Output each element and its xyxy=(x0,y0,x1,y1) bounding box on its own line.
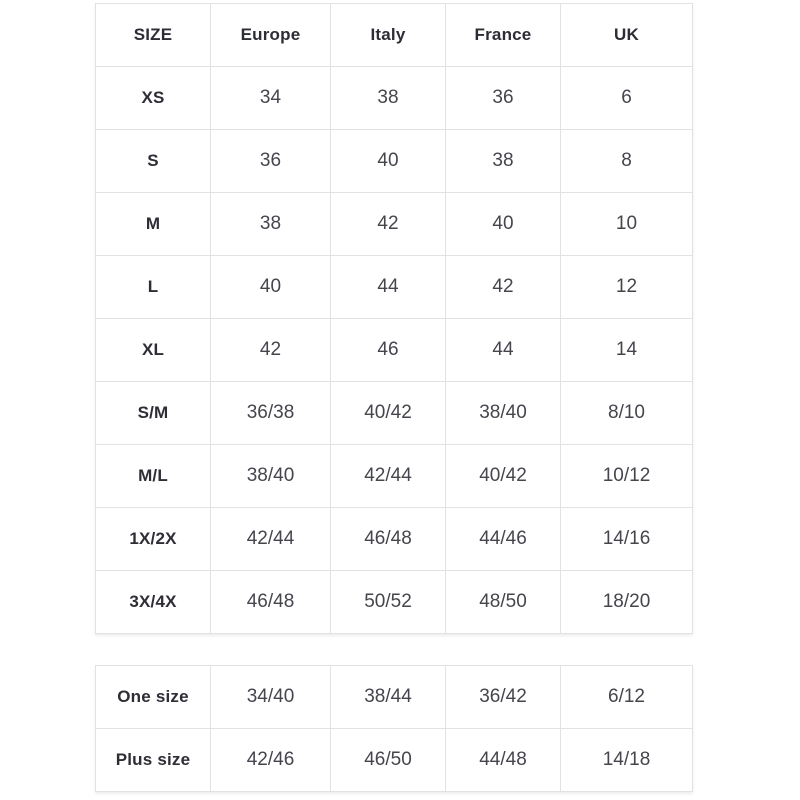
uk-value: 10/12 xyxy=(560,444,693,508)
italy-value: 38 xyxy=(330,66,446,130)
column-header-europe: Europe xyxy=(210,3,331,67)
france-value: 40 xyxy=(445,192,561,256)
europe-value: 34 xyxy=(210,66,331,130)
europe-value: 36/38 xyxy=(210,381,331,445)
europe-value: 38 xyxy=(210,192,331,256)
size-label: L xyxy=(95,255,211,319)
column-header-uk: UK xyxy=(560,3,693,67)
special-sizes-table: One size 34/40 38/44 36/42 6/12 Plus siz… xyxy=(95,665,693,792)
column-header-italy: Italy xyxy=(330,3,446,67)
uk-value: 8/10 xyxy=(560,381,693,445)
uk-value: 6 xyxy=(560,66,693,130)
uk-value: 14 xyxy=(560,318,693,382)
italy-value: 38/44 xyxy=(330,665,446,729)
tables-spacer xyxy=(95,634,692,665)
uk-value: 14/18 xyxy=(560,728,693,792)
size-row-m: M 38 42 40 10 xyxy=(95,192,693,256)
europe-value: 42 xyxy=(210,318,331,382)
size-row-one-size: One size 34/40 38/44 36/42 6/12 xyxy=(95,665,693,729)
france-value: 36/42 xyxy=(445,665,561,729)
france-value: 36 xyxy=(445,66,561,130)
column-header-france: France xyxy=(445,3,561,67)
france-value: 44/46 xyxy=(445,507,561,571)
size-row-xs: XS 34 38 36 6 xyxy=(95,66,693,130)
italy-value: 50/52 xyxy=(330,570,446,634)
europe-value: 38/40 xyxy=(210,444,331,508)
uk-value: 12 xyxy=(560,255,693,319)
italy-value: 46/50 xyxy=(330,728,446,792)
size-row-m-l: M/L 38/40 42/44 40/42 10/12 xyxy=(95,444,693,508)
france-value: 38 xyxy=(445,129,561,193)
uk-value: 14/16 xyxy=(560,507,693,571)
france-value: 44/48 xyxy=(445,728,561,792)
italy-value: 40 xyxy=(330,129,446,193)
size-label: 3X/4X xyxy=(95,570,211,634)
size-row-1x-2x: 1X/2X 42/44 46/48 44/46 14/16 xyxy=(95,507,693,571)
size-row-l: L 40 44 42 12 xyxy=(95,255,693,319)
size-row-3x-4x: 3X/4X 46/48 50/52 48/50 18/20 xyxy=(95,570,693,634)
size-conversion-table: SIZE Europe Italy France UK XS 34 38 36 … xyxy=(95,3,693,634)
europe-value: 46/48 xyxy=(210,570,331,634)
france-value: 38/40 xyxy=(445,381,561,445)
europe-value: 42/44 xyxy=(210,507,331,571)
france-value: 44 xyxy=(445,318,561,382)
italy-value: 42 xyxy=(330,192,446,256)
size-label: XL xyxy=(95,318,211,382)
italy-value: 46 xyxy=(330,318,446,382)
size-label: M/L xyxy=(95,444,211,508)
size-label: 1X/2X xyxy=(95,507,211,571)
table-header-row: SIZE Europe Italy France UK xyxy=(95,3,693,67)
size-label: Plus size xyxy=(95,728,211,792)
europe-value: 42/46 xyxy=(210,728,331,792)
size-label: M xyxy=(95,192,211,256)
size-row-xl: XL 42 46 44 14 xyxy=(95,318,693,382)
size-row-s: S 36 40 38 8 xyxy=(95,129,693,193)
size-label: S xyxy=(95,129,211,193)
europe-value: 40 xyxy=(210,255,331,319)
uk-value: 8 xyxy=(560,129,693,193)
column-header-size: SIZE xyxy=(95,3,211,67)
italy-value: 40/42 xyxy=(330,381,446,445)
uk-value: 18/20 xyxy=(560,570,693,634)
size-tables-container: SIZE Europe Italy France UK XS 34 38 36 … xyxy=(95,3,693,792)
italy-value: 44 xyxy=(330,255,446,319)
france-value: 40/42 xyxy=(445,444,561,508)
size-row-s-m: S/M 36/38 40/42 38/40 8/10 xyxy=(95,381,693,445)
uk-value: 10 xyxy=(560,192,693,256)
size-row-plus-size: Plus size 42/46 46/50 44/48 14/18 xyxy=(95,728,693,792)
europe-value: 34/40 xyxy=(210,665,331,729)
italy-value: 46/48 xyxy=(330,507,446,571)
france-value: 48/50 xyxy=(445,570,561,634)
uk-value: 6/12 xyxy=(560,665,693,729)
size-label: XS xyxy=(95,66,211,130)
france-value: 42 xyxy=(445,255,561,319)
europe-value: 36 xyxy=(210,129,331,193)
size-label: One size xyxy=(95,665,211,729)
italy-value: 42/44 xyxy=(330,444,446,508)
size-label: S/M xyxy=(95,381,211,445)
